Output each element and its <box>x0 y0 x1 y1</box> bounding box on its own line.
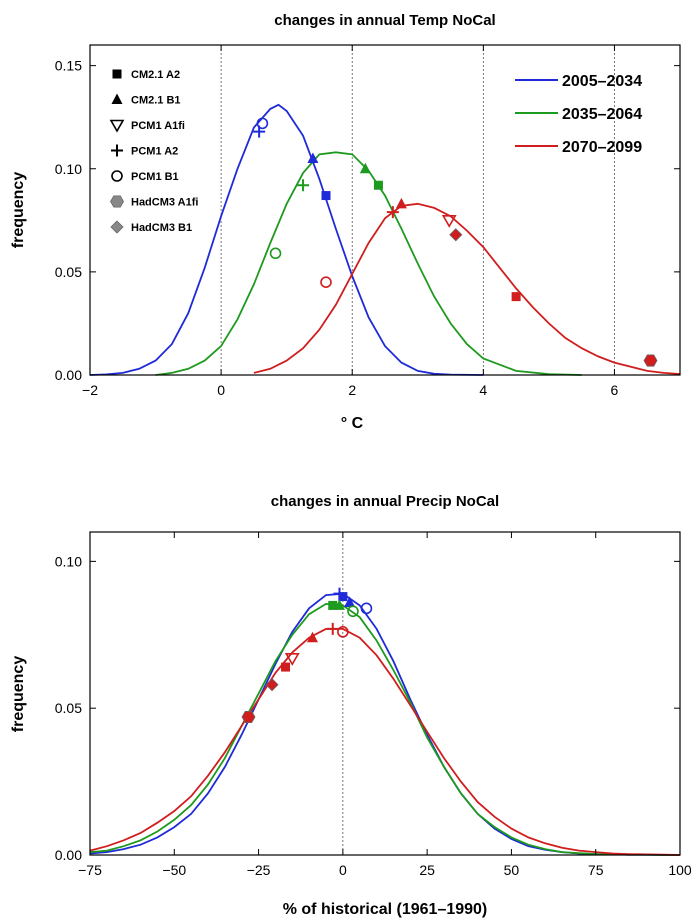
precip-chart-title: changes in annual Precip NoCal <box>271 493 499 510</box>
marker-legend-label: CM2.1 A2 <box>131 69 180 81</box>
temp-x-tick-label: 4 <box>479 382 487 398</box>
temp-marker-pcm1-a1fi-2070-2099 <box>441 215 457 228</box>
period-legend-label: 2005–2034 <box>562 73 642 90</box>
precip-chart-panel: changes in annual Precip NoCal −75 −50 −25… <box>10 493 692 918</box>
temp-marker-cm2-1-a2-2005-2034 <box>321 191 331 201</box>
precip-plot-frame <box>89 531 681 856</box>
temp-marker-pcm1-b1-2035-2064 <box>269 247 282 260</box>
precip-marker-cm2-1-a2-2005-2034 <box>338 592 348 602</box>
precip-marker-cm2-1-a2-2070-2099 <box>281 662 291 672</box>
temp-chart-title: changes in annual Temp NoCal <box>274 12 495 29</box>
precip-x-tick-label: 100 <box>668 862 692 878</box>
temp-series-2035-2064 <box>155 151 582 376</box>
temp-marker-cm2-1-b1-2035-2064 <box>359 162 371 174</box>
temp-x-axis-label: ° C <box>341 415 364 432</box>
precip-marker-cm2-1-a2-2035-2064 <box>328 600 338 610</box>
precip-x-tick-label: −75 <box>78 862 102 878</box>
period-legend-label: 2070–2099 <box>562 139 642 156</box>
temp-series-2005-2034 <box>89 103 484 376</box>
legend-open-down-triangle-icon <box>109 119 125 133</box>
temp-x-tick-label: 0 <box>217 382 225 398</box>
precip-x-tick-label: 75 <box>588 862 604 878</box>
temp-marker-cm2-1-a2-2035-2064 <box>373 180 383 190</box>
precip-marker-pcm1-b1-2070-2099 <box>337 626 349 638</box>
legend-filled-hexagon-icon <box>110 195 124 208</box>
marker-legend-label: CM2.1 B1 <box>131 95 181 107</box>
marker-legend-label: PCM1 A2 <box>131 146 178 158</box>
precip-x-tick-label: 0 <box>339 862 347 878</box>
precip-y-tick-label: 0.10 <box>55 553 82 569</box>
temp-marker-hadcm3-b1-2070-2099 <box>449 228 463 242</box>
temp-y-axis-label: frequency <box>10 172 27 249</box>
precip-y-tick-label: 0.00 <box>55 847 82 863</box>
temp-y-tick-label: 0.00 <box>55 367 82 383</box>
temp-series-2070-2099 <box>253 202 681 375</box>
period-legend: 2005–2034 2035–2064 2070–2099 <box>515 73 642 156</box>
precip-series-2070-2099 <box>89 628 681 856</box>
temp-chart-panel: changes in annual Temp NoCal −2 0 2 4 6 0.00 0… <box>10 12 681 432</box>
legend-filled-triangle-icon <box>111 93 123 104</box>
precip-marker-cm2-1-b1-2035-2064 <box>333 599 345 610</box>
precip-marker-pcm1-b1-2035-2064 <box>347 605 359 618</box>
precip-marker-pcm1-b1-2005-2034 <box>360 602 373 615</box>
marker-legend-label: HadCM3 A1fi <box>131 197 198 209</box>
temp-plot-frame <box>89 44 681 376</box>
marker-legend-label: PCM1 A1fi <box>131 120 185 132</box>
precip-marker-hadcm3-a1fi-2070-2099 <box>241 711 256 723</box>
precip-marker-cm2-1-b1-2070-2099 <box>307 631 319 643</box>
legend-open-circle-icon <box>111 170 123 182</box>
temp-marker-pcm1-a2-2035-2064 <box>297 179 310 192</box>
precip-x-tick-label: −25 <box>247 862 271 878</box>
precip-x-tick-label: 50 <box>504 862 520 878</box>
precip-marker-hadcm3-b1-2070-2099 <box>265 678 279 692</box>
precip-x-axis-label: % of historical (1961–1990) <box>283 901 488 918</box>
precip-y-tick-label: 0.05 <box>55 700 82 716</box>
temp-marker-pcm1-b1-2005-2034 <box>256 117 269 130</box>
legend-filled-diamond-icon <box>110 220 124 234</box>
temp-y-tick-label: 0.05 <box>55 264 82 280</box>
marker-legend: CM2.1 A2 CM2.1 B1 PCM1 A1fi PCM1 A2 PCM1 B1 H… <box>109 69 198 234</box>
legend-filled-square-icon <box>112 69 122 79</box>
marker-legend-label: PCM1 B1 <box>131 171 179 183</box>
temp-marker-pcm1-a2-2070-2099 <box>386 206 399 219</box>
precip-y-axis-label: frequency <box>10 656 27 733</box>
temp-y-tick-label: 0.10 <box>55 161 82 177</box>
temp-x-tick-label: 6 <box>611 382 619 398</box>
precip-series-2035-2064 <box>89 602 680 856</box>
temp-x-tick-label: 2 <box>348 382 356 398</box>
marker-legend-label: HadCM3 B1 <box>131 222 192 234</box>
precip-x-tick-label: 25 <box>419 862 435 878</box>
precip-x-tick-label: −50 <box>162 862 186 878</box>
temp-y-tick-label: 0.15 <box>55 58 82 74</box>
temp-marker-cm2-1-a2-2070-2099 <box>511 292 521 302</box>
precip-marker-pcm1-a2-2070-2099 <box>326 622 339 635</box>
temp-marker-cm2-1-b1-2005-2034 <box>307 152 319 163</box>
legend-plus-icon <box>111 144 123 157</box>
precip-marker-pcm1-a1fi-2070-2099 <box>284 652 300 666</box>
period-legend-label: 2035–2064 <box>562 106 642 123</box>
precip-marker-cm2-1-b1-2005-2034 <box>344 596 356 607</box>
temp-marker-hadcm3-a1fi-2070-2099 <box>643 354 658 367</box>
temp-marker-cm2-1-b1-2070-2099 <box>395 197 407 209</box>
temp-x-tick-label: −2 <box>82 382 98 398</box>
temp-marker-pcm1-b1-2070-2099 <box>320 276 332 288</box>
